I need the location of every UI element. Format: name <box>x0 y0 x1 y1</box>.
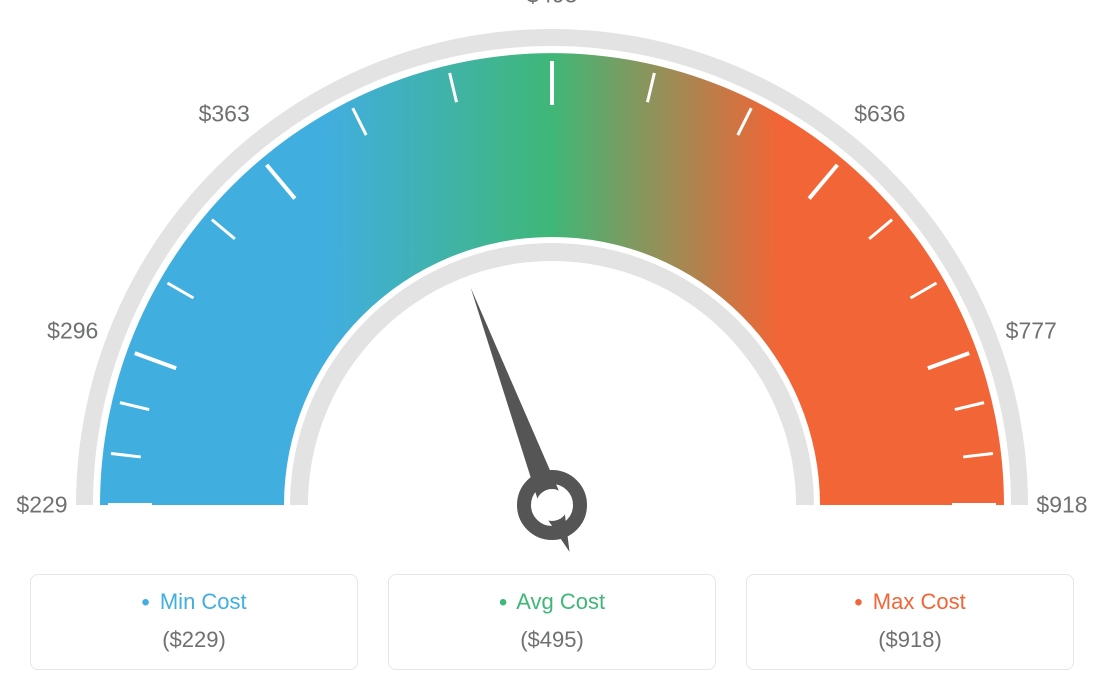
legend-value-max: ($918) <box>757 627 1063 653</box>
dot-icon: • <box>141 589 149 616</box>
gauge-tick-label: $918 <box>1036 492 1087 519</box>
gauge-tick-label: $363 <box>199 101 250 128</box>
gauge-tick-label: $296 <box>47 317 98 344</box>
gauge-tick-label: $636 <box>854 101 905 128</box>
legend-title-min: • Min Cost <box>41 589 347 617</box>
legend-title-label: Avg Cost <box>516 589 605 614</box>
gauge-tick-label: $495 <box>526 0 577 9</box>
dot-icon: • <box>499 589 507 616</box>
cost-gauge: $229 $296 $363 $495 $636 $777 $918 <box>0 0 1104 560</box>
legend-value-avg: ($495) <box>399 627 705 653</box>
legend-title-label: Min Cost <box>160 589 247 614</box>
legend-card-max: • Max Cost ($918) <box>746 574 1074 670</box>
legend-value-min: ($229) <box>41 627 347 653</box>
gauge-tick-label: $229 <box>16 492 67 519</box>
legend-card-min: • Min Cost ($229) <box>30 574 358 670</box>
dot-icon: • <box>854 589 862 616</box>
legend-card-avg: • Avg Cost ($495) <box>388 574 716 670</box>
legend-title-label: Max Cost <box>873 589 966 614</box>
gauge-tick-label: $777 <box>1006 317 1057 344</box>
legend-title-max: • Max Cost <box>757 589 1063 617</box>
legend-title-avg: • Avg Cost <box>399 589 705 617</box>
legend-row: • Min Cost ($229) • Avg Cost ($495) • Ma… <box>0 574 1104 670</box>
